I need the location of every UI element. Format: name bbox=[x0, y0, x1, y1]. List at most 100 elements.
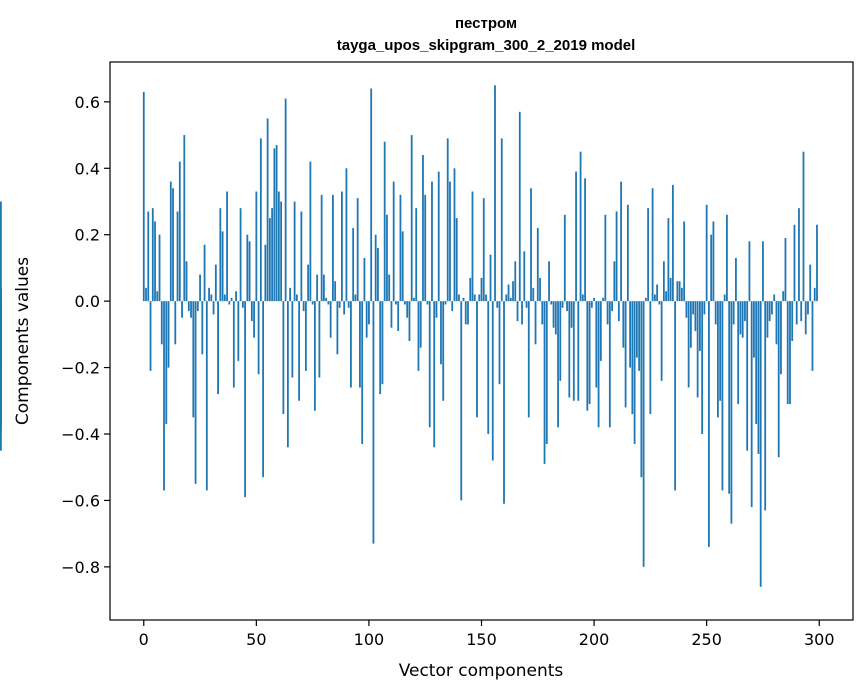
bar bbox=[462, 297, 465, 302]
bar bbox=[185, 261, 188, 302]
bar bbox=[201, 301, 204, 355]
bar bbox=[782, 291, 785, 302]
bar bbox=[536, 228, 539, 302]
bar bbox=[674, 301, 677, 491]
bar bbox=[746, 301, 749, 451]
bar bbox=[807, 301, 809, 315]
bar bbox=[386, 214, 388, 302]
bar bbox=[320, 194, 323, 302]
bar bbox=[368, 301, 370, 325]
bar bbox=[253, 301, 255, 338]
bar bbox=[730, 301, 733, 524]
bar bbox=[262, 301, 264, 478]
bar bbox=[561, 301, 564, 308]
bar bbox=[554, 301, 557, 335]
bar bbox=[545, 301, 548, 444]
bar bbox=[590, 301, 593, 308]
bar bbox=[178, 161, 181, 302]
bar bbox=[300, 211, 303, 302]
bar bbox=[284, 98, 287, 302]
bar bbox=[741, 301, 744, 338]
bar bbox=[210, 294, 213, 302]
bar bbox=[771, 301, 773, 315]
bar bbox=[800, 301, 803, 322]
bar bbox=[525, 301, 528, 308]
bar bbox=[759, 301, 762, 587]
bar bbox=[142, 91, 145, 302]
bar bbox=[311, 301, 314, 305]
bar bbox=[264, 244, 267, 302]
bar bbox=[318, 301, 321, 378]
bar bbox=[374, 234, 377, 302]
bar bbox=[624, 301, 627, 408]
x-axis-label: Vector components bbox=[399, 661, 564, 681]
bar bbox=[257, 301, 260, 375]
bar bbox=[491, 301, 494, 461]
bar bbox=[239, 208, 242, 302]
bar bbox=[750, 301, 753, 508]
bar bbox=[723, 294, 726, 302]
bar bbox=[507, 284, 510, 302]
y-tick-label: −0.8 bbox=[61, 558, 100, 577]
bar bbox=[417, 301, 420, 371]
bar bbox=[460, 301, 463, 501]
plot-frame bbox=[109, 61, 854, 621]
bar bbox=[559, 301, 562, 381]
bar bbox=[354, 294, 357, 302]
bar bbox=[811, 301, 814, 371]
bar bbox=[347, 301, 350, 308]
bar bbox=[726, 214, 728, 302]
bar bbox=[442, 301, 445, 401]
bars-group bbox=[0, 85, 818, 587]
y-axis-label: Components values bbox=[13, 257, 33, 425]
bar bbox=[241, 301, 244, 308]
bar bbox=[748, 241, 751, 302]
bar bbox=[381, 301, 384, 385]
chart-title: пестром bbox=[455, 15, 517, 32]
bar bbox=[804, 301, 807, 335]
bar bbox=[397, 301, 400, 332]
bar bbox=[626, 204, 629, 302]
bar bbox=[467, 301, 469, 325]
bar bbox=[359, 301, 361, 388]
bar bbox=[325, 297, 328, 302]
bar bbox=[377, 248, 379, 302]
bar bbox=[244, 301, 246, 498]
bar bbox=[356, 198, 359, 302]
bar bbox=[304, 301, 307, 371]
bar bbox=[509, 297, 512, 302]
bar bbox=[527, 301, 530, 418]
bar bbox=[259, 138, 262, 302]
bar bbox=[581, 294, 584, 302]
bar bbox=[485, 294, 487, 302]
bar bbox=[737, 301, 740, 405]
bar bbox=[361, 301, 364, 444]
bar bbox=[435, 301, 438, 318]
bar bbox=[699, 301, 701, 351]
bar bbox=[350, 301, 352, 388]
bar bbox=[478, 294, 481, 302]
bar bbox=[773, 294, 776, 302]
bar bbox=[768, 301, 771, 322]
bar bbox=[586, 301, 589, 411]
bar bbox=[575, 171, 577, 302]
bar bbox=[165, 301, 168, 425]
bar bbox=[379, 301, 382, 395]
bar bbox=[212, 301, 215, 315]
bar bbox=[476, 301, 478, 418]
bar bbox=[530, 188, 532, 302]
bar bbox=[147, 211, 150, 302]
bar bbox=[255, 191, 258, 302]
bar bbox=[653, 294, 656, 302]
bar bbox=[316, 274, 319, 302]
bar bbox=[665, 291, 668, 302]
bar bbox=[219, 208, 222, 302]
bar bbox=[298, 301, 301, 401]
bar bbox=[784, 238, 787, 302]
bar bbox=[633, 301, 636, 444]
y-tick-label: −0.6 bbox=[61, 491, 100, 510]
bar bbox=[415, 208, 418, 302]
bar bbox=[341, 191, 343, 302]
bar bbox=[680, 287, 683, 302]
bar bbox=[388, 274, 391, 302]
